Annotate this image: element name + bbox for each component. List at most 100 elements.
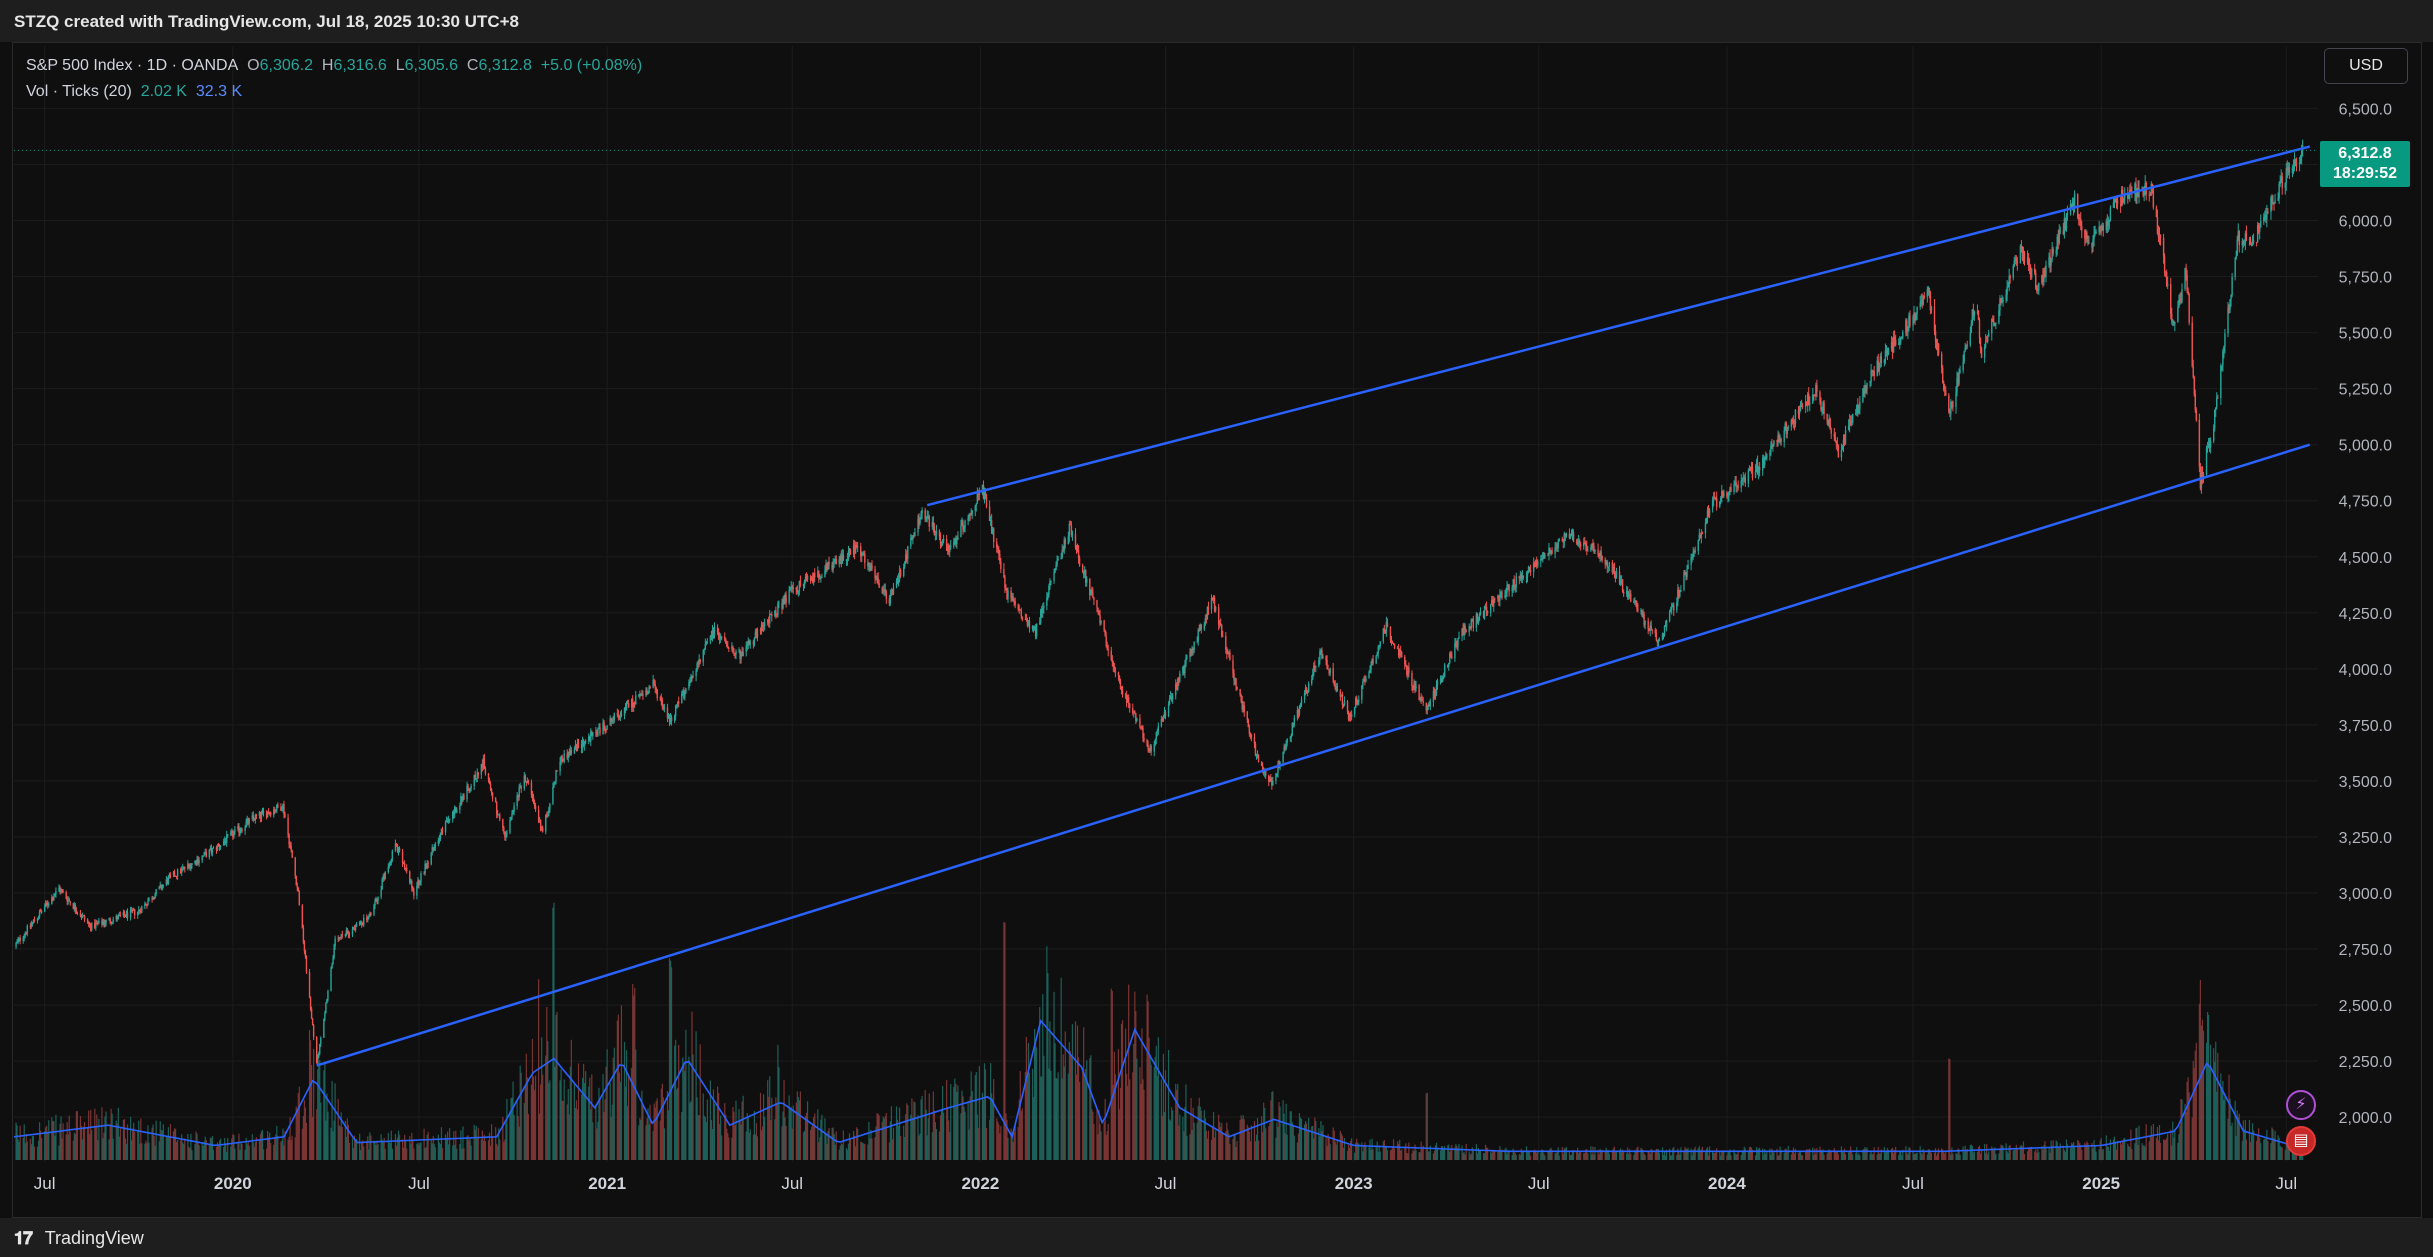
volume-bar: [267, 1130, 269, 1160]
volume-bar: [499, 1139, 501, 1160]
candle-body: [212, 847, 215, 849]
candle-body: [1859, 401, 1861, 409]
volume-bar: [667, 1110, 670, 1160]
candle-body: [920, 513, 922, 520]
us-flag-icon[interactable]: ▤: [2286, 1126, 2316, 1156]
candle-body: [1343, 701, 1346, 705]
currency-button[interactable]: USD: [2324, 48, 2408, 84]
candle-body: [570, 749, 573, 754]
volume-bar: [1679, 1154, 1681, 1160]
candle-body: [899, 570, 902, 577]
candle-body: [1170, 696, 1173, 700]
candle-body: [2073, 193, 2076, 208]
candle-body: [934, 534, 937, 536]
candle-body: [1406, 665, 1408, 676]
candle-body: [388, 865, 391, 867]
candle-body: [1068, 523, 1071, 537]
candle-body: [552, 787, 554, 804]
candle-body: [253, 818, 256, 821]
volume-bar: [1699, 1151, 1701, 1160]
volume-bar: [1550, 1147, 1552, 1160]
volume-bar: [1442, 1146, 1444, 1160]
volume-bar: [2156, 1126, 2159, 1160]
candle-body: [1255, 754, 1258, 756]
candle-body: [348, 934, 351, 936]
volume-bar: [1500, 1151, 1502, 1160]
candle-body: [1428, 704, 1431, 707]
volume-bar: [674, 1045, 676, 1160]
volume-bar: [519, 1065, 521, 1160]
volume-bar: [702, 1093, 704, 1160]
volume-bar: [1948, 1058, 1950, 1160]
price-chart[interactable]: 2,000.02,250.02,500.02,750.03,000.03,250…: [0, 0, 2433, 1218]
candle-body: [119, 914, 122, 916]
candle-body: [1004, 577, 1006, 589]
candle-body: [1625, 591, 1628, 594]
volume-bar: [1114, 1074, 1116, 1160]
candle-body: [630, 698, 633, 708]
volume-bar: [1448, 1144, 1450, 1160]
volume-bar: [1594, 1147, 1596, 1160]
candle-body: [1074, 534, 1077, 548]
candle-body: [294, 857, 296, 876]
candle-body: [676, 701, 679, 705]
volume-bar: [304, 1107, 307, 1160]
candle-body: [953, 541, 955, 546]
volume-bar: [240, 1142, 242, 1160]
volume-bar: [1189, 1134, 1191, 1160]
volume-bar: [1895, 1146, 1897, 1160]
volume-bar: [1555, 1152, 1557, 1160]
volume-bar: [2215, 1041, 2217, 1160]
volume-bar: [431, 1143, 433, 1160]
volume-bar: [353, 1135, 356, 1160]
candle-body: [1153, 744, 1155, 752]
candle-body: [1620, 579, 1623, 581]
volume-bar: [682, 1057, 684, 1160]
candle-body: [2215, 407, 2217, 411]
volume-bar: [1945, 1151, 1947, 1160]
volume-bar: [110, 1108, 112, 1160]
volume-bar: [1619, 1148, 1622, 1160]
candle-body: [1365, 678, 1367, 682]
candle-body: [284, 814, 286, 818]
volume-bar: [746, 1113, 748, 1160]
symbol-label[interactable]: S&P 500 Index · 1D · OANDA: [26, 57, 239, 74]
volume-bar: [796, 1091, 798, 1160]
candle-body: [855, 544, 858, 548]
volume-label[interactable]: Vol · Ticks (20): [26, 83, 132, 100]
candle-body: [1143, 737, 1145, 740]
lightning-icon[interactable]: ⚡: [2286, 1090, 2316, 1120]
volume-bar: [1463, 1152, 1465, 1160]
candle-body: [582, 740, 585, 746]
candle-body: [1872, 371, 1874, 373]
candle-body: [1629, 593, 1631, 595]
volume-bar: [1821, 1150, 1823, 1160]
candle-body: [1661, 633, 1664, 641]
candle-body: [1758, 467, 1761, 471]
candle-body: [2162, 237, 2165, 257]
volume-bar: [1347, 1145, 1350, 1160]
volume-bar: [1269, 1123, 1271, 1160]
volume-bar: [1640, 1147, 1642, 1160]
volume-bar: [1962, 1146, 1964, 1160]
candle-body: [30, 924, 33, 927]
candle-body: [2235, 255, 2237, 259]
candle-body: [1556, 547, 1558, 549]
volume-bar: [602, 1074, 604, 1160]
volume-bar: [2174, 1129, 2176, 1160]
candle-body: [1537, 561, 1539, 566]
volume-bar: [1865, 1148, 1867, 1160]
volume-bar: [2221, 1087, 2223, 1160]
candle-body: [798, 580, 801, 591]
volume-bar: [1534, 1149, 1536, 1160]
candle-body: [760, 624, 763, 632]
volume-bar: [1027, 1042, 1030, 1160]
volume-bar: [2217, 1053, 2219, 1160]
candle-body: [1663, 625, 1666, 636]
candle-body: [232, 831, 234, 838]
candle-body: [663, 707, 666, 709]
volume-bar: [738, 1109, 740, 1160]
volume-bar: [2249, 1142, 2252, 1160]
volume-bar: [569, 1066, 571, 1160]
candle-body: [370, 912, 372, 915]
